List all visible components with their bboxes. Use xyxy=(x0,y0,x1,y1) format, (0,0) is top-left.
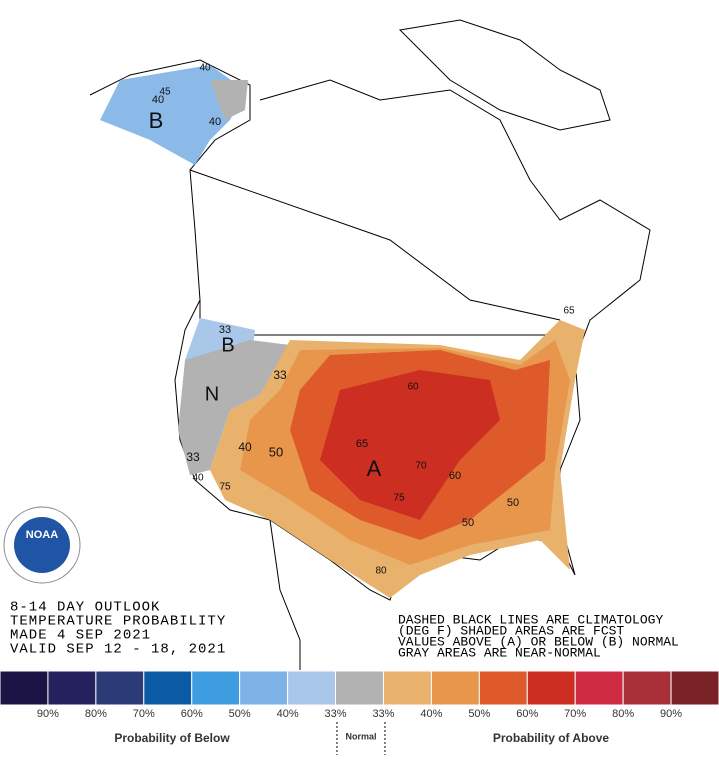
legend-swatch xyxy=(526,670,576,706)
legend-swatch xyxy=(430,670,480,706)
map-label: 40 xyxy=(192,473,204,484)
legend-swatch xyxy=(95,670,145,706)
legend-swatch xyxy=(622,670,672,706)
map-label: 75 xyxy=(219,482,231,493)
map-label: 45 xyxy=(159,87,171,98)
logo xyxy=(14,517,70,573)
legend: 90% 80% 70% 60% 50% 40% 33% 33% 40% 50% 60% 70% 80% 9… xyxy=(0,670,719,720)
shade-above-70 xyxy=(320,370,500,520)
legend-label: 60% xyxy=(516,708,538,720)
map-label: B xyxy=(149,108,164,133)
legend-title: Probability of Above xyxy=(493,731,610,745)
legend-swatch xyxy=(47,670,97,706)
note-line: DASHED BLACK LINES ARE CLIMATOLOGY xyxy=(398,612,663,627)
legend-swatch xyxy=(239,670,289,706)
map-label: 33 xyxy=(219,324,231,336)
map-label: B xyxy=(221,334,234,356)
legend-label: 80% xyxy=(612,708,634,720)
legend-label: 33% xyxy=(372,708,394,720)
map-label: 40 xyxy=(152,94,164,106)
note-line: GRAY AREAS ARE NEAR-NORMAL xyxy=(398,645,601,660)
notes-text: DASHED BLACK LINES ARE CLIMATOLOGY(DEG F… xyxy=(398,612,679,660)
shade-below-40 xyxy=(100,65,245,165)
map-label: 65 xyxy=(563,306,575,317)
legend-label: 40% xyxy=(277,708,299,720)
legend-swatch xyxy=(191,670,241,706)
legend-label: 80% xyxy=(85,708,107,720)
map-label: 80 xyxy=(375,566,387,577)
map-label: 65 xyxy=(356,438,368,450)
legend-title: Normal xyxy=(345,731,376,741)
legend-label: 33% xyxy=(325,708,347,720)
legend-label: 60% xyxy=(181,708,203,720)
map-label: 33 xyxy=(273,368,287,382)
legend-label: 50% xyxy=(229,708,251,720)
map-label: 50 xyxy=(462,517,474,529)
map-label: 50 xyxy=(269,444,283,459)
map-label: 50 xyxy=(507,497,519,509)
legend-swatch xyxy=(478,670,528,706)
legend-label: 70% xyxy=(133,708,155,720)
border xyxy=(199,300,560,336)
shade-normal xyxy=(210,80,248,120)
legend-label: 40% xyxy=(420,708,442,720)
logo-text: NOAA xyxy=(26,529,58,541)
note-line: VALUES ABOVE (A) OR BELOW (B) NORMAL xyxy=(398,634,679,649)
legend-label: 90% xyxy=(660,708,682,720)
note-line: (DEG F) SHADED AREAS ARE FCST xyxy=(398,623,624,638)
legend-label: 90% xyxy=(37,708,59,720)
map-label: 60 xyxy=(407,382,419,393)
map-label: 70 xyxy=(415,461,427,472)
outlook-line: VALID SEP 12 - 18, 2021 xyxy=(10,642,226,658)
shade-normal xyxy=(178,340,290,475)
legend-swatch xyxy=(0,670,49,706)
map-label: 75 xyxy=(393,493,405,504)
legend-swatch xyxy=(143,670,193,706)
legend-swatch xyxy=(382,670,432,706)
legend-swatch xyxy=(335,670,384,706)
legend-label: 50% xyxy=(468,708,490,720)
map-label: 40 xyxy=(199,63,211,74)
outlook-line: TEMPERATURE PROBABILITY xyxy=(10,614,226,630)
legend-swatch xyxy=(574,670,624,706)
map-label: 60 xyxy=(449,470,461,482)
map-label: 40 xyxy=(209,116,221,128)
map-label: 33 xyxy=(186,450,200,464)
coast xyxy=(269,519,301,670)
legend-label: 70% xyxy=(564,708,586,720)
legend-title: Probability of Below xyxy=(114,731,230,745)
outlook-line: MADE 4 SEP 2021 xyxy=(10,628,151,644)
map-label: A xyxy=(367,456,382,481)
legend-swatch xyxy=(670,670,719,706)
outlook-line: 8-14 DAY OUTLOOK xyxy=(10,600,160,616)
legend-swatch xyxy=(287,670,337,706)
map-label: 40 xyxy=(238,440,252,454)
border xyxy=(189,169,561,321)
island xyxy=(398,19,611,131)
map-label: N xyxy=(205,383,219,405)
